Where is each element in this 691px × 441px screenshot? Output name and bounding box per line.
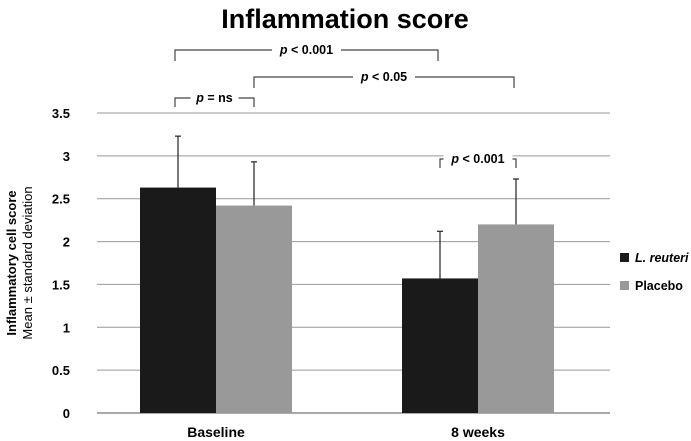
bracket-label-bg bbox=[272, 42, 341, 56]
y-tick-label: 2 bbox=[63, 235, 70, 250]
p-value-text: < 0.05 bbox=[369, 70, 408, 84]
legend-label: L. reuteri bbox=[635, 251, 689, 265]
p-symbol: p bbox=[279, 43, 288, 57]
chart-title: Inflammation score bbox=[221, 4, 469, 34]
y-tick-label: 2.5 bbox=[52, 192, 70, 207]
legend-label: Placebo bbox=[635, 279, 683, 293]
legend-swatch bbox=[620, 253, 629, 262]
legend-swatch bbox=[620, 281, 629, 290]
bar-placebo bbox=[478, 224, 554, 413]
p-value-text: < 0.001 bbox=[459, 152, 505, 166]
bars bbox=[140, 135, 554, 413]
x-tick-label: 8 weeks bbox=[451, 424, 505, 440]
p-value-text: < 0.001 bbox=[288, 43, 334, 57]
y-axis-ticks: 0 0.5 1 1.5 2 2.5 3 3.5 bbox=[52, 106, 70, 421]
p-symbol: p bbox=[195, 91, 204, 105]
x-axis-labels: Baseline 8 weeks bbox=[187, 424, 505, 440]
y-tick-label: 0.5 bbox=[52, 363, 70, 378]
bar-l-reuteri bbox=[140, 187, 216, 413]
y-tick-label: 1 bbox=[63, 320, 70, 335]
p-value-text: = ns bbox=[204, 91, 233, 105]
bracket-label-bg bbox=[353, 69, 415, 83]
p-value-label: p = ns bbox=[195, 91, 233, 105]
p-symbol: p bbox=[450, 152, 459, 166]
bracket-label-bg bbox=[443, 151, 513, 165]
bar-l-reuteri bbox=[402, 278, 478, 413]
bar-placebo bbox=[216, 205, 292, 413]
y-axis-sublabel: Mean ± standard deviation bbox=[20, 186, 35, 339]
p-value-label: p < 0.05 bbox=[360, 70, 407, 84]
p-symbol: p bbox=[360, 70, 369, 84]
bracket-label-bg bbox=[190, 90, 239, 104]
x-tick-label: Baseline bbox=[187, 424, 245, 440]
legend: L. reuteri Placebo bbox=[620, 251, 689, 293]
y-tick-label: 1.5 bbox=[52, 277, 70, 292]
p-value-label: p < 0.001 bbox=[450, 152, 504, 166]
y-tick-label: 3.5 bbox=[52, 106, 70, 121]
y-axis-label: Inflammatory cell score bbox=[4, 190, 19, 335]
y-tick-label: 3 bbox=[63, 149, 70, 164]
y-tick-label: 0 bbox=[63, 406, 70, 421]
p-value-label: p < 0.001 bbox=[279, 43, 333, 57]
